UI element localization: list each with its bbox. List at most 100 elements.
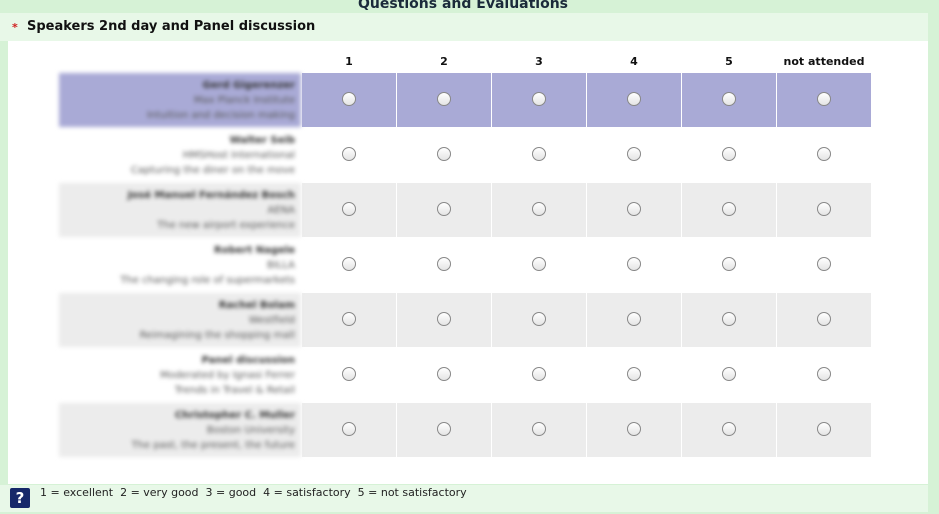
- column-header: 2: [440, 54, 448, 68]
- radio-button[interactable]: [342, 366, 356, 381]
- radio-button[interactable]: [627, 366, 641, 381]
- rating-cell: [682, 73, 776, 127]
- column-header: 4: [630, 54, 638, 68]
- radio-button[interactable]: [817, 146, 831, 161]
- rating-cell: [587, 293, 681, 347]
- rating-cell: [397, 128, 491, 182]
- rating-table: 1 2 3 4 5 not attended Gerd Gigerenzer Max Plan…: [58, 49, 872, 458]
- radio-button[interactable]: [722, 421, 736, 436]
- rating-cell: [587, 73, 681, 127]
- radio-button[interactable]: [817, 311, 831, 326]
- rating-cell: [777, 128, 871, 182]
- speaker-row: Christopher C. Muller Boston University Th…: [59, 403, 871, 457]
- talk-title: The past, the present, the future: [131, 439, 295, 451]
- rating-legend: 1 = excellent 2 = very good 3 = good 4 =…: [40, 486, 467, 499]
- radio-button[interactable]: [437, 201, 451, 216]
- talk-title: The new airport experience: [157, 219, 295, 231]
- speaker-label: Robert Nagele BILLA The changing role of s…: [59, 238, 301, 292]
- talk-title: The changing role of supermarkets: [120, 274, 295, 286]
- radio-button[interactable]: [817, 256, 831, 271]
- rating-cell: [397, 238, 491, 292]
- radio-button[interactable]: [532, 366, 546, 381]
- speaker-name: Walter Seib: [229, 134, 295, 146]
- rating-cell: [777, 73, 871, 127]
- section-title: Speakers 2nd day and Panel discussion: [27, 19, 316, 34]
- radio-button[interactable]: [437, 311, 451, 326]
- radio-button[interactable]: [342, 421, 356, 436]
- radio-button[interactable]: [722, 256, 736, 271]
- rating-cell: [777, 183, 871, 237]
- radio-button[interactable]: [627, 311, 641, 326]
- column-header: 3: [535, 54, 543, 68]
- radio-button[interactable]: [722, 146, 736, 161]
- radio-button[interactable]: [722, 366, 736, 381]
- speaker-row: Robert Nagele BILLA The changing role of s…: [59, 238, 871, 292]
- radio-button[interactable]: [627, 91, 641, 106]
- radio-button[interactable]: [627, 421, 641, 436]
- form-area: 1 2 3 4 5 not attended Gerd Gigerenzer Max Plan…: [8, 41, 928, 484]
- speaker-name: Panel discussion: [201, 354, 295, 366]
- radio-button[interactable]: [817, 201, 831, 216]
- radio-button[interactable]: [437, 256, 451, 271]
- speaker-name: Robert Nagele: [214, 244, 295, 256]
- radio-button[interactable]: [627, 201, 641, 216]
- empty-header: [59, 50, 301, 72]
- rating-cell: [587, 403, 681, 457]
- rating-cell: [777, 238, 871, 292]
- column-header: 1: [345, 54, 353, 68]
- talk-title: Intuition and decision making: [146, 109, 295, 121]
- page-title: Questions and Evaluations: [357, 0, 569, 12]
- radio-button[interactable]: [532, 201, 546, 216]
- rating-cell: [302, 73, 396, 127]
- radio-button[interactable]: [437, 146, 451, 161]
- section-header: * Speakers 2nd day and Panel discussion: [0, 13, 928, 41]
- header-row: 1 2 3 4 5 not attended: [59, 50, 871, 72]
- speaker-organization: HMSHost International: [182, 149, 295, 161]
- rating-cell: [492, 73, 586, 127]
- rating-cell: [587, 348, 681, 402]
- rating-cell: [492, 128, 586, 182]
- speaker-name: Rachel Bolam: [218, 299, 295, 311]
- radio-button[interactable]: [532, 146, 546, 161]
- radio-button[interactable]: [722, 311, 736, 326]
- radio-button[interactable]: [532, 421, 546, 436]
- radio-button[interactable]: [532, 311, 546, 326]
- radio-button[interactable]: [722, 201, 736, 216]
- rating-cell: [682, 183, 776, 237]
- speaker-label: Rachel Bolam Westfield Reimagining the sho…: [59, 293, 301, 347]
- help-icon[interactable]: ?: [10, 488, 30, 508]
- radio-button[interactable]: [817, 421, 831, 436]
- radio-button[interactable]: [437, 366, 451, 381]
- radio-button[interactable]: [627, 146, 641, 161]
- speaker-organization: Westfield: [248, 314, 295, 326]
- radio-button[interactable]: [722, 91, 736, 106]
- rating-cell: [682, 128, 776, 182]
- radio-button[interactable]: [627, 256, 641, 271]
- speaker-row: Rachel Bolam Westfield Reimagining the sho…: [59, 293, 871, 347]
- rating-cell: [302, 238, 396, 292]
- radio-button[interactable]: [342, 256, 356, 271]
- rating-cell: [587, 238, 681, 292]
- rating-cell: [682, 403, 776, 457]
- rating-cell: [492, 348, 586, 402]
- radio-button[interactable]: [437, 91, 451, 106]
- speaker-label: Walter Seib HMSHost International Capturin…: [59, 128, 301, 182]
- rating-cell: [397, 183, 491, 237]
- radio-button[interactable]: [817, 366, 831, 381]
- radio-button[interactable]: [342, 201, 356, 216]
- rating-cell: [777, 403, 871, 457]
- radio-button[interactable]: [342, 91, 356, 106]
- speaker-label: Panel discussion Moderated by Ignasi Ferr…: [59, 348, 301, 402]
- speaker-organization: Boston University: [206, 424, 295, 436]
- radio-button[interactable]: [532, 91, 546, 106]
- radio-button[interactable]: [817, 91, 831, 106]
- speaker-label: José Manuel Fernández Bosch AENA The new a…: [59, 183, 301, 237]
- radio-button[interactable]: [342, 311, 356, 326]
- radio-button[interactable]: [342, 146, 356, 161]
- speaker-row: Walter Seib HMSHost International Capturin…: [59, 128, 871, 182]
- radio-button[interactable]: [532, 256, 546, 271]
- required-marker: *: [12, 21, 18, 34]
- rating-cell: [492, 293, 586, 347]
- radio-button[interactable]: [437, 421, 451, 436]
